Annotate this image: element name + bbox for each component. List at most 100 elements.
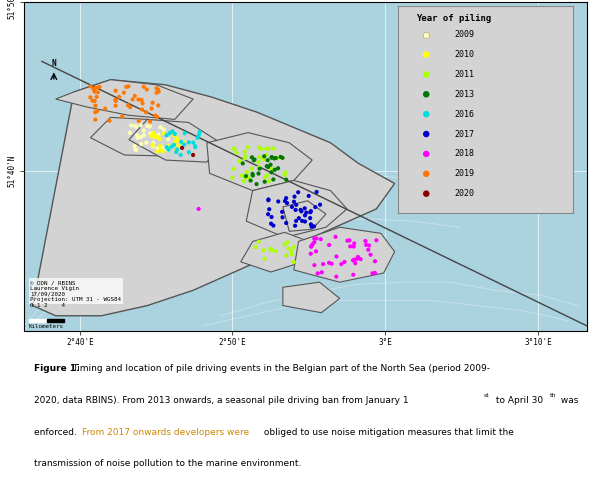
- Point: [148, 99, 158, 107]
- Point: [254, 144, 264, 152]
- Point: [123, 101, 133, 109]
- Text: N: N: [51, 58, 56, 67]
- Point: [92, 93, 101, 101]
- Point: [360, 237, 370, 245]
- Point: [331, 233, 340, 240]
- Point: [154, 88, 163, 96]
- Point: [248, 170, 257, 178]
- Point: [229, 145, 238, 152]
- Point: [244, 174, 254, 182]
- Point: [228, 174, 237, 182]
- Point: [153, 102, 163, 109]
- Point: [176, 151, 185, 159]
- Point: [304, 192, 313, 200]
- Point: [274, 197, 283, 205]
- Polygon shape: [90, 118, 184, 156]
- Point: [163, 146, 172, 153]
- Point: [235, 157, 244, 165]
- Point: [138, 99, 148, 107]
- Point: [310, 239, 319, 246]
- Point: [315, 201, 324, 208]
- Point: [287, 203, 297, 211]
- Point: [289, 198, 299, 206]
- Point: [117, 113, 127, 120]
- Point: [193, 134, 202, 141]
- Point: [296, 206, 306, 214]
- Point: [149, 132, 159, 140]
- Point: [307, 243, 316, 250]
- Point: [246, 177, 255, 185]
- Point: [240, 148, 250, 155]
- Point: [142, 109, 151, 116]
- Text: © ODN / RBINS
Laurence Vigin
17/09/2020
Projection: UTM 31 - WGS84: © ODN / RBINS Laurence Vigin 17/09/2020 …: [30, 280, 122, 303]
- Point: [254, 163, 264, 171]
- Point: [312, 235, 321, 242]
- Point: [137, 96, 146, 104]
- Point: [134, 117, 143, 125]
- Point: [281, 169, 290, 176]
- Point: [188, 151, 198, 159]
- Point: [159, 126, 169, 133]
- Point: [352, 255, 362, 263]
- Point: [151, 133, 160, 141]
- Point: [119, 89, 129, 97]
- Point: [164, 142, 173, 150]
- Point: [353, 253, 363, 261]
- Point: [306, 250, 316, 258]
- Point: [163, 146, 173, 153]
- Point: [250, 156, 259, 163]
- Point: [324, 259, 334, 267]
- Point: [278, 154, 287, 162]
- Point: [173, 137, 182, 144]
- Point: [270, 154, 279, 162]
- Point: [278, 214, 287, 221]
- Point: [157, 147, 166, 154]
- Point: [130, 92, 139, 100]
- Point: [176, 138, 186, 146]
- Point: [248, 172, 258, 179]
- Point: [282, 199, 291, 207]
- Point: [281, 194, 291, 202]
- Point: [266, 245, 275, 253]
- Point: [254, 238, 264, 246]
- Point: [264, 196, 273, 203]
- Point: [332, 273, 341, 281]
- Point: [371, 258, 380, 265]
- Point: [165, 129, 174, 137]
- Point: [127, 121, 136, 129]
- Point: [356, 255, 365, 263]
- Point: [91, 84, 100, 91]
- Point: [255, 153, 264, 161]
- Point: [290, 222, 300, 229]
- Point: [142, 86, 152, 93]
- Text: Timing and location of pile driving events in the Belgian part of the North Sea : Timing and location of pile driving even…: [72, 364, 490, 373]
- Point: [254, 170, 263, 177]
- Point: [309, 222, 319, 230]
- Point: [316, 235, 326, 243]
- Point: [267, 213, 276, 221]
- Point: [332, 253, 341, 261]
- Point: [130, 142, 139, 150]
- Point: [242, 173, 252, 180]
- Point: [152, 89, 161, 97]
- Point: [93, 88, 103, 96]
- Point: [247, 153, 257, 161]
- Point: [153, 86, 163, 94]
- Polygon shape: [241, 232, 314, 272]
- Point: [136, 121, 146, 129]
- Point: [238, 160, 247, 167]
- Point: [260, 174, 270, 181]
- Point: [287, 247, 296, 255]
- Point: [136, 140, 146, 148]
- Point: [289, 258, 299, 266]
- Point: [191, 143, 200, 151]
- Point: [260, 155, 269, 163]
- Point: [151, 112, 160, 120]
- Point: [95, 83, 104, 91]
- Point: [147, 105, 156, 112]
- Point: [310, 235, 319, 242]
- Point: [293, 188, 303, 196]
- Bar: [47, 319, 64, 322]
- Point: [263, 210, 273, 218]
- Point: [91, 116, 100, 123]
